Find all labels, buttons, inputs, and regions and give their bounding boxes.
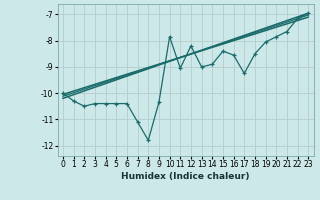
X-axis label: Humidex (Indice chaleur): Humidex (Indice chaleur) bbox=[121, 172, 250, 181]
